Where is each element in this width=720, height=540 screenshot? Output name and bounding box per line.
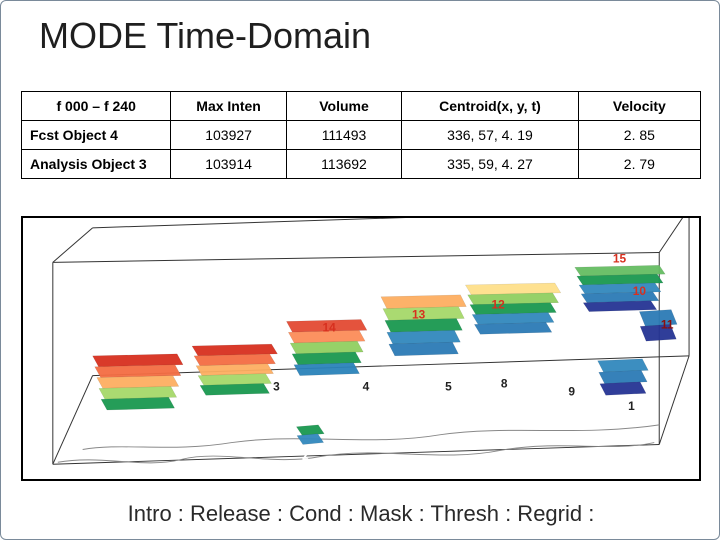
cluster-c2 (192, 344, 277, 395)
slide: MODE Time-Domain f 000 – f 240Max IntenV… (0, 0, 720, 540)
viz-label: 11 (661, 317, 674, 331)
table-col-header: Volume (286, 92, 401, 121)
table-cell: 2. 79 (578, 150, 700, 179)
viz-label: 13 (412, 308, 426, 322)
cluster-c6 (575, 265, 665, 311)
viz-svg: 151011121314345768912 (23, 218, 699, 479)
cluster-c1 (93, 354, 183, 410)
table-cell: 103927 (171, 121, 286, 150)
table-col-header: Velocity (578, 92, 700, 121)
table-cell: 335, 59, 4. 27 (402, 150, 579, 179)
viz-label: 12 (492, 298, 506, 312)
viz-label: 5 (445, 379, 452, 393)
table-row: Analysis Object 3103914113692335, 59, 4.… (22, 150, 701, 179)
data-table: f 000 – f 240Max IntenVolumeCentroid(x, … (21, 91, 701, 179)
table-header-row: f 000 – f 240Max IntenVolumeCentroid(x, … (22, 92, 701, 121)
viz-label: 1 (628, 399, 635, 413)
viz-label: 14 (323, 320, 337, 334)
table-row: Fcst Object 4103927111493336, 57, 4. 192… (22, 121, 701, 150)
table-row-header: Fcst Object 4 (22, 121, 171, 150)
viz-label: 9 (568, 384, 575, 398)
viz-label: 4 (363, 379, 370, 393)
cluster-c5 (465, 283, 560, 334)
table-row-header: Analysis Object 3 (22, 150, 171, 179)
viz-label: 2 (302, 448, 309, 462)
cluster-c9 (296, 425, 324, 445)
slide-title: MODE Time-Domain (39, 15, 371, 57)
table-col-header: Centroid(x, y, t) (402, 92, 579, 121)
footer-crumbs: Intro : Release : Cond : Mask : Thresh :… (1, 501, 720, 527)
table-body: Fcst Object 4103927111493336, 57, 4. 192… (22, 121, 701, 179)
table-cell: 2. 85 (578, 121, 700, 150)
table-col-header: f 000 – f 240 (22, 92, 171, 121)
viz-label: 15 (613, 251, 627, 265)
viz-label: 10 (633, 284, 647, 298)
viz-panel: 151011121314345768912 (21, 216, 701, 481)
table-cell: 336, 57, 4. 19 (402, 121, 579, 150)
cluster-c4 (381, 295, 466, 356)
table-cell: 103914 (171, 150, 286, 179)
table-col-header: Max Inten (171, 92, 286, 121)
viz-label: 6 (453, 365, 460, 379)
viz-label: 7 (441, 365, 448, 379)
table-cell: 113692 (286, 150, 401, 179)
viz-label: 8 (501, 376, 508, 390)
viz-label: 3 (273, 379, 280, 393)
cluster-c7 (598, 359, 649, 395)
table-cell: 111493 (286, 121, 401, 150)
